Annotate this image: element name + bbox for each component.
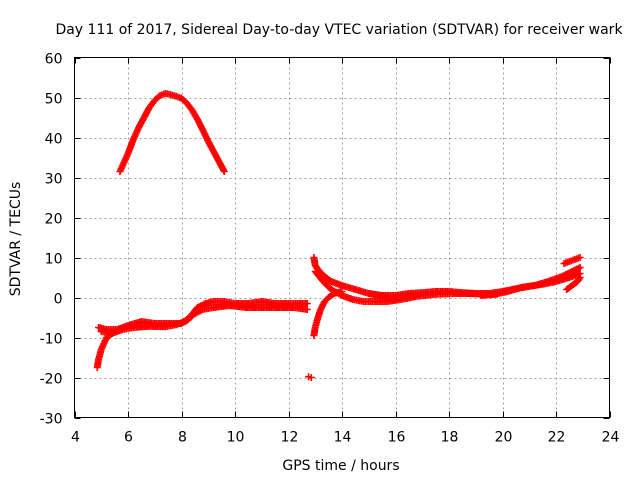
- series-isolated-points: [305, 373, 315, 381]
- data-point: [576, 264, 584, 271]
- grid: [74, 57, 610, 418]
- x-tick-label: 18: [441, 430, 459, 446]
- series-trace-afternoon: [365, 270, 584, 299]
- data-marks: [93, 90, 584, 381]
- x-axis-title: GPS time / hours: [282, 458, 399, 474]
- y-tick-label: -10: [40, 332, 63, 348]
- x-tick-label: 16: [388, 430, 406, 446]
- y-tick-label: 10: [45, 252, 63, 268]
- y-tick-label: 0: [54, 292, 63, 308]
- y-tick-label: 20: [45, 212, 63, 228]
- series-end-segments: [560, 254, 584, 293]
- chart-title: Day 111 of 2017, Sidereal Day-to-day VTE…: [55, 22, 623, 38]
- plot-frame: [74, 57, 610, 418]
- ticks: 4 6 8 10 12 14 16 18 20 22 24 -30 -20 -10 0 10 20 30 40 50 6…: [40, 52, 620, 446]
- x-tick-label: 8: [178, 430, 187, 446]
- series-main-trace-2: [97, 302, 311, 337]
- x-tick-label: 22: [548, 430, 566, 446]
- data-point: [576, 274, 584, 281]
- y-tick-label: 60: [45, 52, 63, 68]
- x-tick-label: 10: [227, 430, 245, 446]
- x-tick-label: 4: [71, 430, 80, 446]
- series-trace-afternoon-2: [477, 264, 584, 299]
- data-point: [220, 168, 228, 175]
- x-tick-label: 12: [281, 430, 299, 446]
- y-axis-title: SDTVAR / TECUs: [8, 182, 24, 297]
- x-tick-label: 6: [124, 430, 133, 446]
- y-tick-label: 30: [45, 172, 63, 188]
- y-tick-label: -30: [40, 412, 63, 428]
- series-arc-high: [116, 90, 228, 175]
- y-tick-label: 50: [45, 92, 63, 108]
- data-point: [303, 306, 311, 313]
- x-tick-label: 14: [334, 430, 352, 446]
- x-tick-label: 20: [495, 430, 513, 446]
- y-tick-label: -20: [40, 372, 63, 388]
- x-tick-label: 24: [602, 430, 620, 446]
- data-point: [576, 254, 584, 261]
- y-tick-label: 40: [45, 132, 63, 148]
- data-point: [303, 300, 311, 307]
- data-point: [305, 373, 313, 381]
- data-point: [575, 275, 583, 283]
